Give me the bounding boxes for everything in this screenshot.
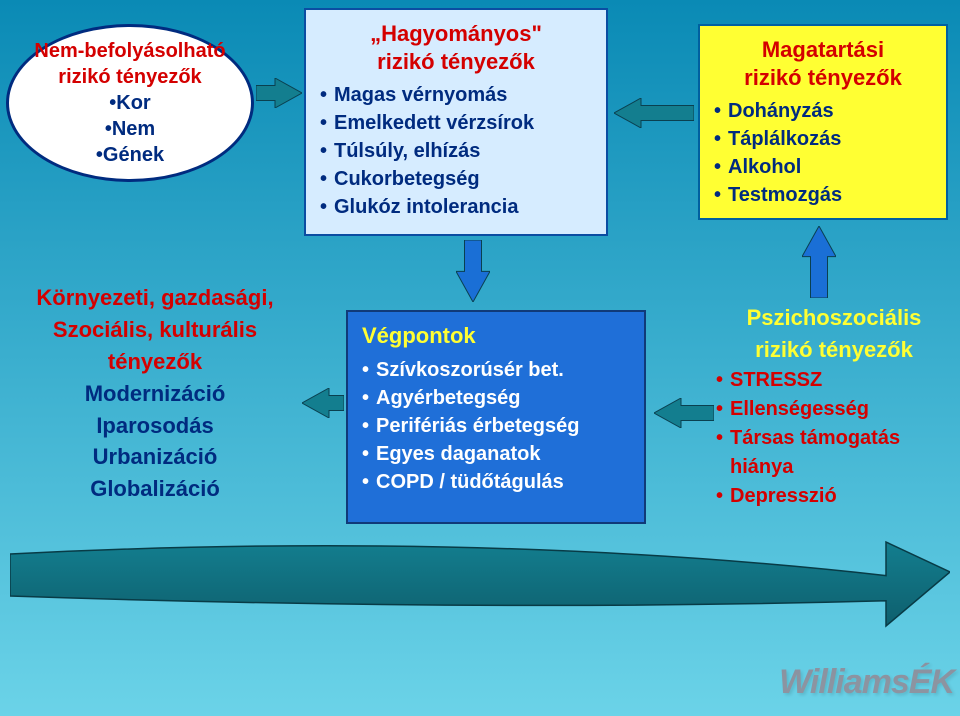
item: Agyérbetegség	[362, 384, 630, 412]
arrow-psycho-to-endpoints	[654, 398, 714, 428]
item: Túlsúly, elhízás	[320, 137, 592, 165]
item: Glukóz intolerancia	[320, 193, 592, 221]
arrow-psycho-to-behavior	[802, 226, 836, 298]
item: Cukorbetegség	[320, 165, 592, 193]
item: •STRESSZ	[716, 366, 952, 395]
item: Perifériás érbetegség	[362, 412, 630, 440]
item: Dohányzás	[714, 97, 932, 125]
ellipse-noninfluenceable: Nem-befolyásolhatórizikó tényezők •Kor•N…	[6, 24, 254, 182]
box-environmental-items: ModernizációIparosodásUrbanizációGlobali…	[8, 378, 302, 506]
item: COPD / tüdőtágulás	[362, 468, 630, 496]
box-psychosocial-title: Pszichoszociálisrizikó tényezők	[716, 302, 952, 366]
box-behavior: Magatartásirizikó tényezők DohányzásTápl…	[698, 24, 948, 220]
item: Táplálkozás	[714, 125, 932, 153]
big-curved-arrow	[10, 524, 950, 644]
box-environmental-title: Környezeti, gazdasági,Szociális, kulturá…	[8, 282, 302, 378]
box-behavior-items: DohányzásTáplálkozásAlkoholTestmozgás	[714, 97, 932, 209]
item: Alkohol	[714, 153, 932, 181]
item: Szívkoszorúsér bet.	[362, 356, 630, 384]
item: •Depresszió	[716, 482, 952, 511]
box-endpoints: Végpontok Szívkoszorúsér bet.Agyérbetegs…	[346, 310, 646, 524]
watermark: WilliamsÉK	[779, 663, 954, 702]
arrow-behavior-to-traditional	[614, 98, 694, 128]
box-traditional: „Hagyományos"rizikó tényezők Magas vérny…	[304, 8, 608, 236]
item: Egyes daganatok	[362, 440, 630, 468]
box-behavior-title: Magatartásirizikó tényezők	[714, 36, 932, 91]
arrow-ellipse-to-traditional	[256, 78, 302, 108]
box-psychosocial-items: •STRESSZ•Ellenségesség•Társas támogatás …	[716, 366, 952, 511]
box-endpoints-items: Szívkoszorúsér bet.AgyérbetegségPeriféri…	[362, 356, 630, 496]
item: •Ellenségesség	[716, 395, 952, 424]
box-psychosocial: Pszichoszociálisrizikó tényezők •STRESSZ…	[716, 302, 952, 512]
item: Testmozgás	[714, 181, 932, 209]
item: •Társas támogatás hiánya	[716, 424, 952, 482]
arrow-endpoints-to-env	[302, 388, 344, 418]
item: Magas vérnyomás	[320, 81, 592, 109]
box-traditional-items: Magas vérnyomásEmelkedett vérzsírokTúlsú…	[320, 81, 592, 221]
ellipse-title: Nem-befolyásolhatórizikó tényezők	[34, 38, 225, 90]
item: Emelkedett vérzsírok	[320, 109, 592, 137]
arrow-traditional-to-endpoints	[456, 240, 490, 302]
box-environmental: Környezeti, gazdasági,Szociális, kulturá…	[8, 282, 302, 506]
box-endpoints-title: Végpontok	[362, 322, 630, 350]
box-traditional-title: „Hagyományos"rizikó tényezők	[320, 20, 592, 75]
ellipse-items: •Kor•Nem•Gének	[96, 90, 164, 168]
